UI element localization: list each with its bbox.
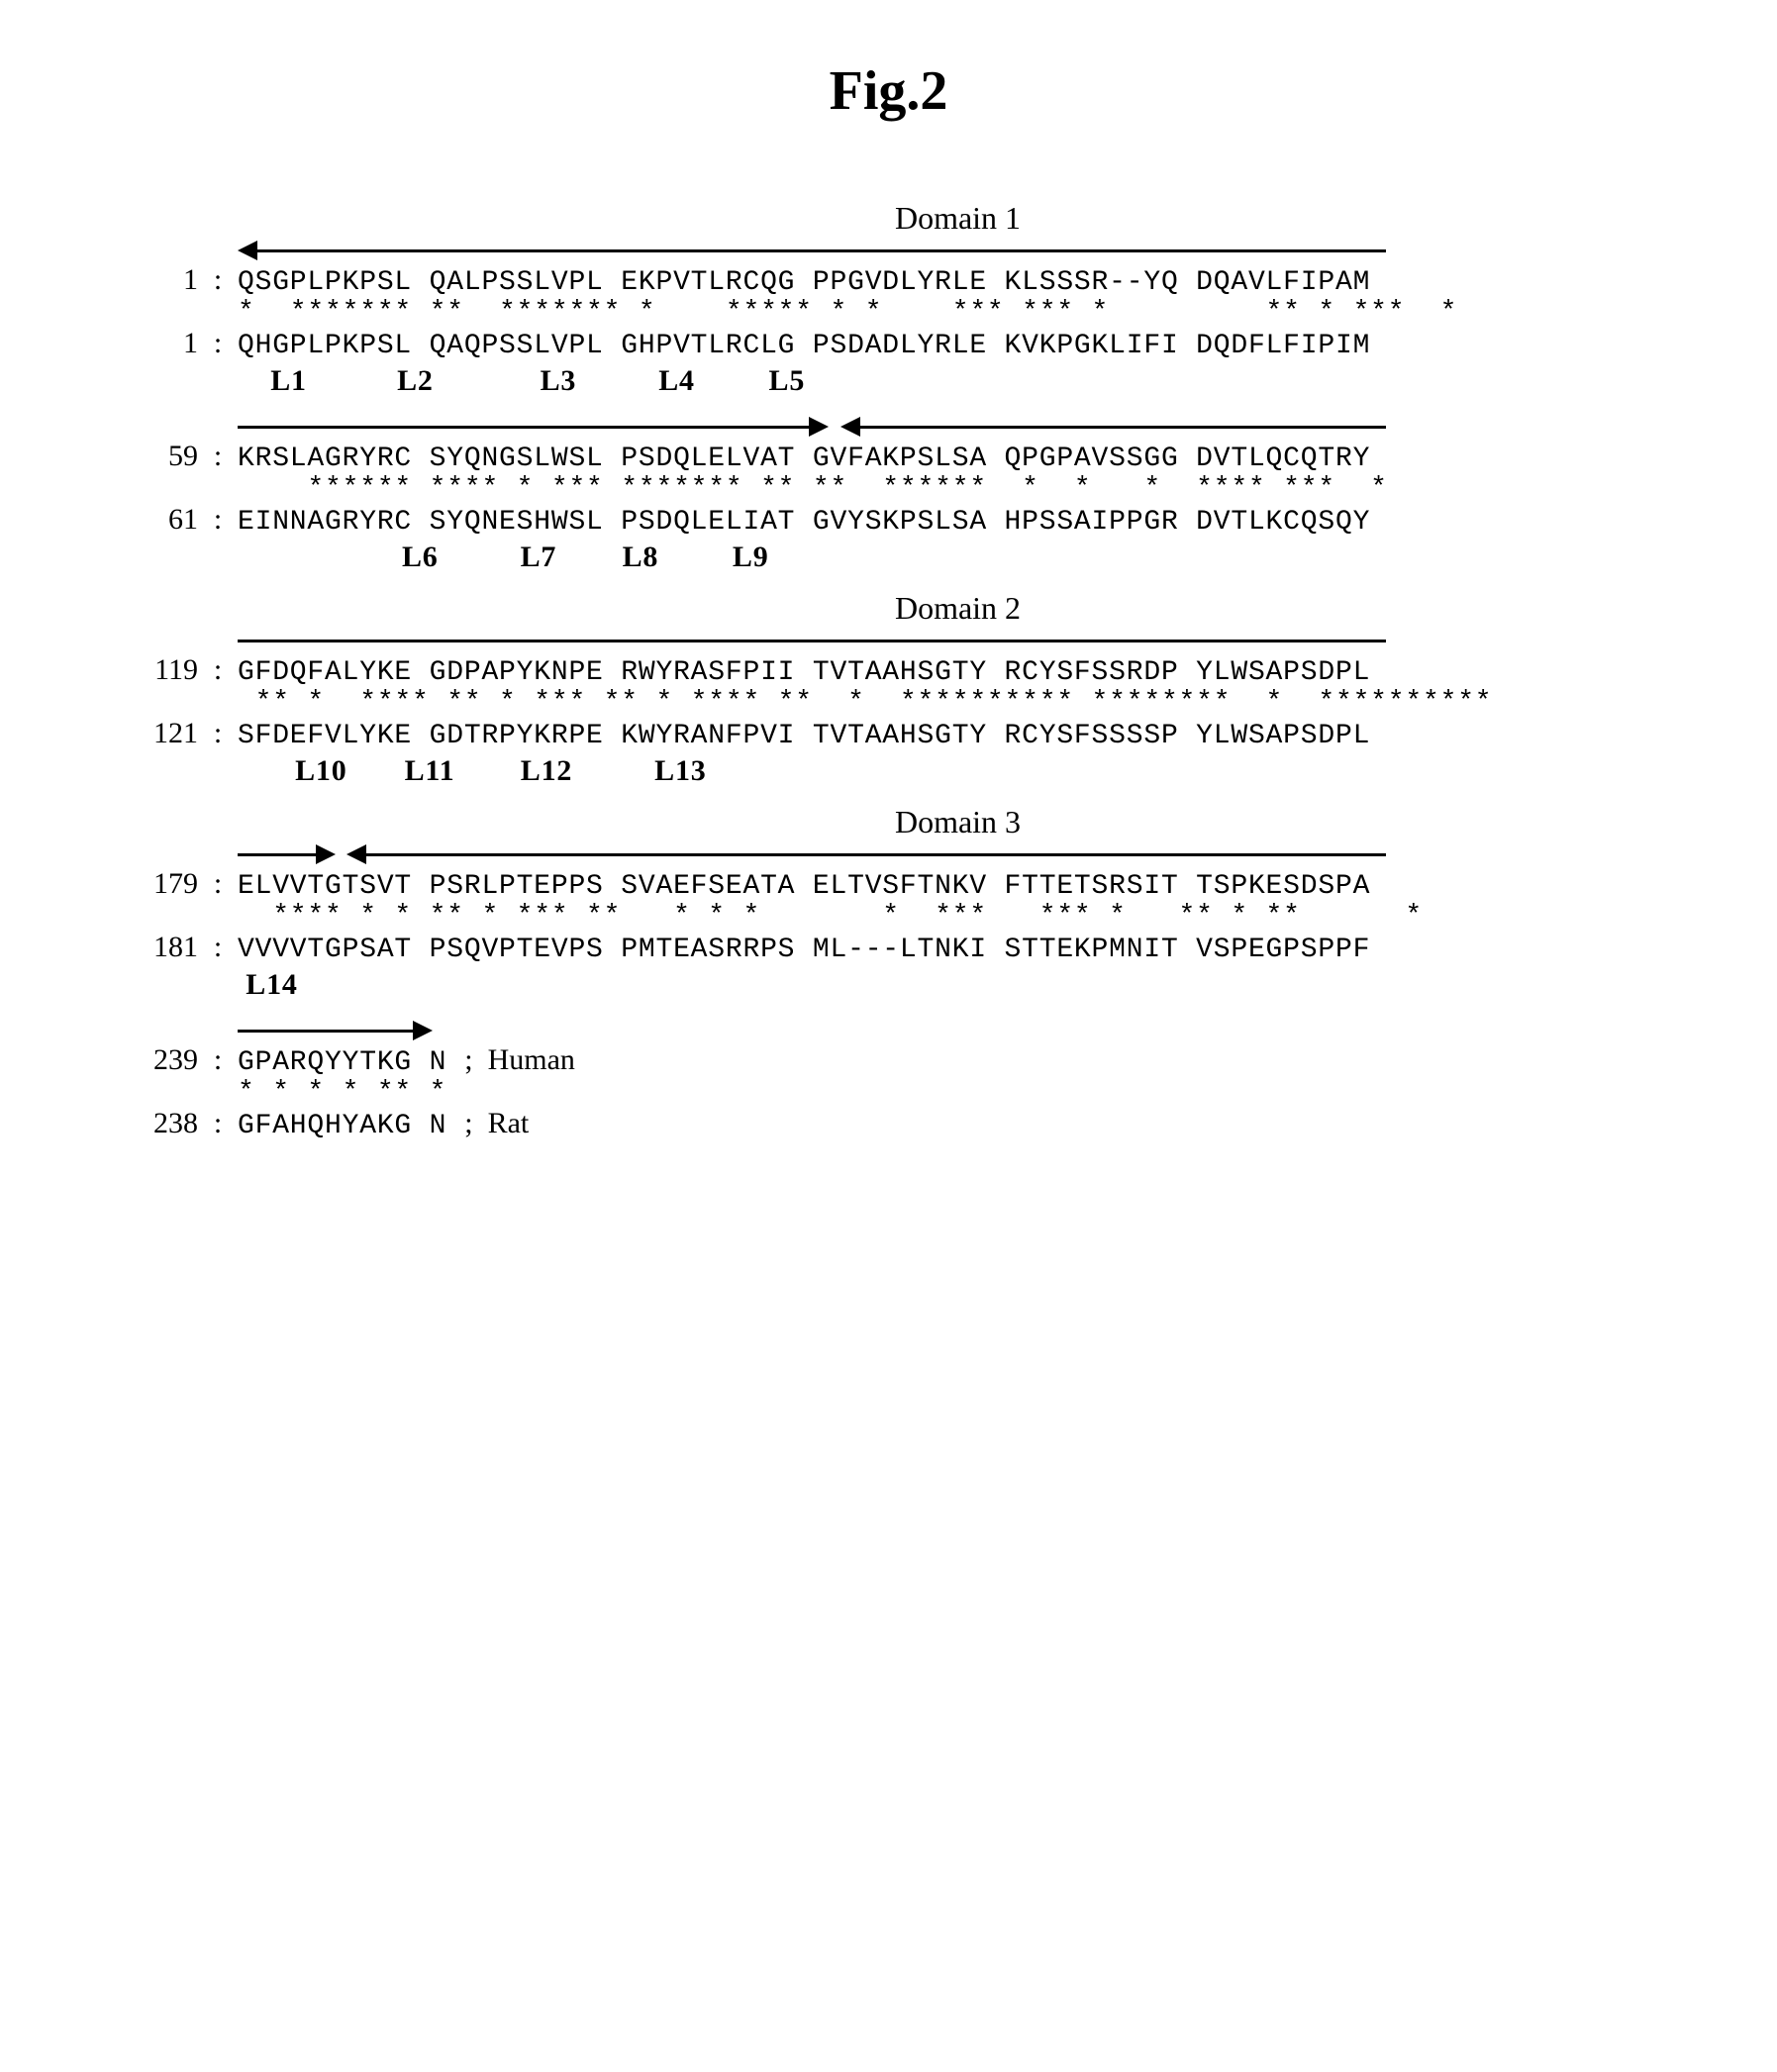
rat-sequence-row: 1:QHGPLPKPSL QAQPSSLVPL GHPVTLRCLG PSDAD… [99, 329, 1678, 360]
domain-arrow-line [238, 640, 1386, 642]
human-sequence: ELVVTGTSVT PSRLPTEPPS SVAEFSEATA ELTVSFT… [238, 873, 1370, 901]
rat-sequence-row: 181:VVVVTGPSAT PSQVPTEVPS PMTEASRRPS ML-… [99, 933, 1678, 964]
rat-position: 61 [99, 505, 198, 535]
rat-position: 238 [99, 1109, 198, 1138]
human-sequence: QSGPLPKPSL QALPSSLVPL EKPVTLRCQG PPGVDLY… [238, 269, 1370, 297]
loop-labels-row: L10 L11 L12 L13 [99, 756, 1678, 786]
identity-stars: ****** **** * *** ******* ** ** ****** *… [99, 475, 1678, 503]
domain-arrow-row [99, 843, 1678, 863]
species-label-rat: ; Rat [464, 1109, 529, 1138]
rat-position: 121 [99, 719, 198, 748]
loop-labels-row: L14 [99, 970, 1678, 1000]
domain-arrow-line [238, 853, 318, 856]
human-position: 239 [99, 1045, 198, 1075]
colon: : [198, 329, 238, 358]
figure-title: Fig.2 [99, 59, 1678, 123]
domain-label: Domain 3 [99, 806, 1678, 838]
loop-labels-row: L6 L7 L8 L9 [99, 543, 1678, 572]
rat-sequence-row: 238:GFAHQHYAKG N ; Rat [99, 1109, 1678, 1140]
alignment-block: Domain 2119:GFDQFALYKE GDPAPYKNPE RWYRAS… [99, 592, 1678, 786]
human-position: 119 [99, 655, 198, 685]
human-sequence: KRSLAGRYRC SYQNGSLWSL PSDQLELVAT GVFAKPS… [238, 445, 1370, 473]
domain-arrow-line [238, 426, 811, 429]
rat-sequence: VVVVTGPSAT PSQVPTEVPS PMTEASRRPS ML---LT… [238, 937, 1370, 964]
domain-label: Domain 1 [99, 202, 1678, 234]
alignment-block: 59:KRSLAGRYRC SYQNGSLWSL PSDQLELVAT GVFA… [99, 416, 1678, 572]
arrow-head-left-icon [238, 241, 257, 260]
human-sequence: GPARQYYTKG N [238, 1049, 446, 1077]
alignment-block: Domain 3179:ELVVTGTSVT PSRLPTEPPS SVAEFS… [99, 806, 1678, 1000]
domain-arrow-row [99, 240, 1678, 259]
colon: : [198, 265, 238, 295]
human-sequence-row: 59:KRSLAGRYRC SYQNGSLWSL PSDQLELVAT GVFA… [99, 442, 1678, 473]
arrow-head-right-icon [809, 417, 829, 437]
rat-sequence-row: 61:EINNAGRYRC SYQNESHWSL PSDQLELIAT GVYS… [99, 505, 1678, 537]
domain-arrow-row [99, 1020, 1678, 1039]
arrow-head-left-icon [346, 844, 366, 864]
human-sequence-row: 179:ELVVTGTSVT PSRLPTEPPS SVAEFSEATA ELT… [99, 869, 1678, 901]
rat-sequence: QHGPLPKPSL QAQPSSLVPL GHPVTLRCLG PSDADLY… [238, 333, 1370, 360]
colon: : [198, 869, 238, 899]
sequence-alignment: Domain 11:QSGPLPKPSL QALPSSLVPL EKPVTLRC… [99, 202, 1678, 1140]
human-position: 59 [99, 442, 198, 471]
colon: : [198, 933, 238, 962]
colon: : [198, 655, 238, 685]
human-position: 1 [99, 265, 198, 295]
human-sequence-row: 239:GPARQYYTKG N ; Human [99, 1045, 1678, 1077]
domain-arrow-line [238, 1030, 415, 1033]
identity-stars: * * * * ** * [99, 1079, 1678, 1107]
domain-arrow-line [255, 249, 1386, 252]
human-sequence: GFDQFALYKE GDPAPYKNPE RWYRASFPII TVTAAHS… [238, 659, 1370, 687]
rat-sequence: EINNAGRYRC SYQNESHWSL PSDQLELIAT GVYSKPS… [238, 509, 1370, 537]
rat-sequence: SFDEFVLYKE GDTRPYKRPE KWYRANFPVI TVTAAHS… [238, 723, 1370, 750]
domain-arrow-row [99, 630, 1678, 649]
colon: : [198, 505, 238, 535]
colon: : [198, 1109, 238, 1138]
loop-labels-row: L1 L2 L3 L4 L5 [99, 366, 1678, 396]
human-sequence-row: 1:QSGPLPKPSL QALPSSLVPL EKPVTLRCQG PPGVD… [99, 265, 1678, 297]
colon: : [198, 1045, 238, 1075]
domain-arrow-line [858, 426, 1386, 429]
domain-label: Domain 2 [99, 592, 1678, 624]
domain-arrow-row [99, 416, 1678, 436]
species-label-human: ; Human [464, 1045, 575, 1075]
identity-stars: **** * * ** * *** ** * * * * *** *** * *… [99, 903, 1678, 931]
alignment-block: Domain 11:QSGPLPKPSL QALPSSLVPL EKPVTLRC… [99, 202, 1678, 396]
arrow-head-left-icon [840, 417, 860, 437]
rat-position: 1 [99, 329, 198, 358]
rat-position: 181 [99, 933, 198, 962]
domain-arrow-line [364, 853, 1386, 856]
colon: : [198, 442, 238, 471]
arrow-head-right-icon [316, 844, 336, 864]
human-position: 179 [99, 869, 198, 899]
rat-sequence: GFAHQHYAKG N [238, 1113, 446, 1140]
identity-stars: ** * **** ** * *** ** * **** ** * ******… [99, 689, 1678, 717]
colon: : [198, 719, 238, 748]
arrow-head-right-icon [413, 1021, 433, 1040]
rat-sequence-row: 121:SFDEFVLYKE GDTRPYKRPE KWYRANFPVI TVT… [99, 719, 1678, 750]
human-sequence-row: 119:GFDQFALYKE GDPAPYKNPE RWYRASFPII TVT… [99, 655, 1678, 687]
identity-stars: * ******* ** ******* * ***** * * *** ***… [99, 299, 1678, 327]
alignment-block: 239:GPARQYYTKG N; Human* * * * ** *238:G… [99, 1020, 1678, 1140]
